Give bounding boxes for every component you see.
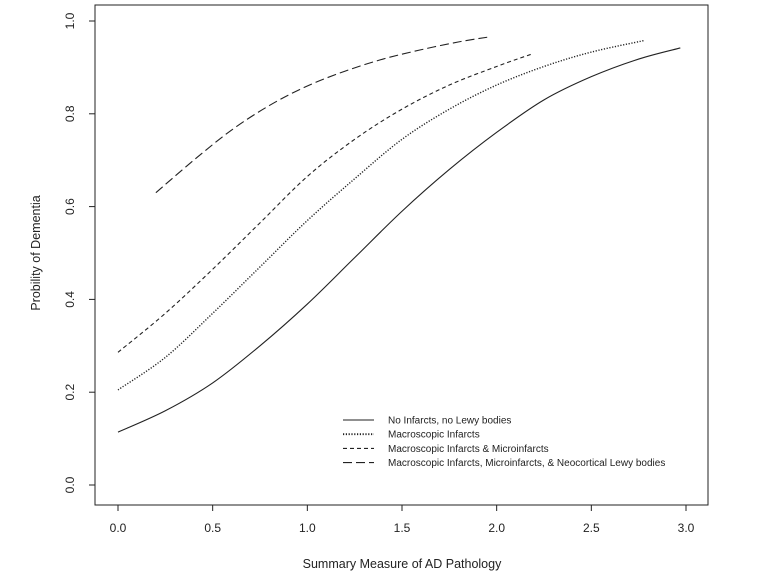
y-tick-label: 0.4: [63, 291, 77, 308]
x-tick-label: 0.0: [110, 521, 127, 535]
x-tick-label: 1.0: [299, 521, 316, 535]
legend: No Infarcts, no Lewy bodies Macroscopic I…: [343, 416, 665, 469]
series-line-2: [117, 39, 645, 391]
legend-label-3: Macroscopic Infarcts & Microinfarcts: [388, 444, 549, 455]
series-line-3: [117, 53, 531, 353]
x-tick-label: 1.5: [394, 521, 411, 535]
y-tick-label: 0.6: [63, 198, 77, 215]
legend-label-4: Macroscopic Infarcts, Microinfarcts, & N…: [388, 458, 665, 469]
y-tick-label: 0.0: [63, 476, 77, 493]
y-tick-label: 0.2: [63, 384, 77, 401]
x-tick-label: 0.5: [204, 521, 221, 535]
x-tick-label: 3.0: [678, 521, 695, 535]
y-tick-label: 1.0: [63, 12, 77, 29]
series-layer: [117, 36, 681, 433]
y-axis: 0.0 0.2 0.4 0.6 0.8 1.0: [63, 12, 95, 493]
series-line-1: [117, 47, 681, 433]
x-axis: 0.0 0.5 1.0 1.5 2.0 2.5 3.0: [110, 505, 695, 535]
y-tick-label: 0.8: [63, 105, 77, 122]
x-tick-label: 2.5: [583, 521, 600, 535]
y-axis-title: Probility of Dementia: [29, 195, 43, 310]
x-tick-label: 2.0: [488, 521, 505, 535]
series-line-4: [155, 36, 488, 194]
legend-label-2: Macroscopic Infarcts: [388, 430, 480, 441]
x-axis-title: Summary Measure of AD Pathology: [303, 557, 502, 571]
legend-label-1: No Infarcts, no Lewy bodies: [388, 416, 511, 427]
